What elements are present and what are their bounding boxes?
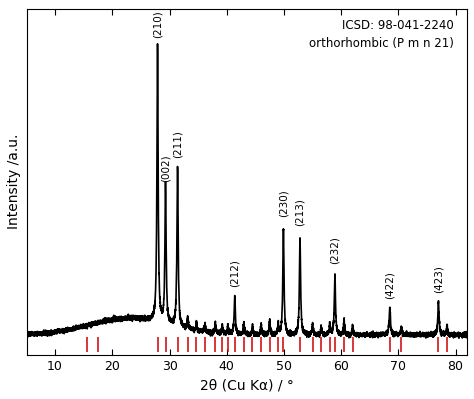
Text: (230): (230) [278,189,288,217]
Text: (422): (422) [385,271,395,299]
Text: (002): (002) [161,154,171,182]
Text: (212): (212) [230,259,240,287]
Text: (211): (211) [173,130,182,158]
Text: (232): (232) [330,236,340,264]
Text: (210): (210) [153,10,163,38]
Text: ICSD: 98-041-2240
orthorhombic (P m n 21): ICSD: 98-041-2240 orthorhombic (P m n 21… [309,19,454,50]
Text: (213): (213) [295,198,305,225]
X-axis label: 2θ (Cu Kα) / °: 2θ (Cu Kα) / ° [200,378,294,392]
Y-axis label: Intensity /a.u.: Intensity /a.u. [7,134,21,229]
Text: (423): (423) [433,265,444,293]
